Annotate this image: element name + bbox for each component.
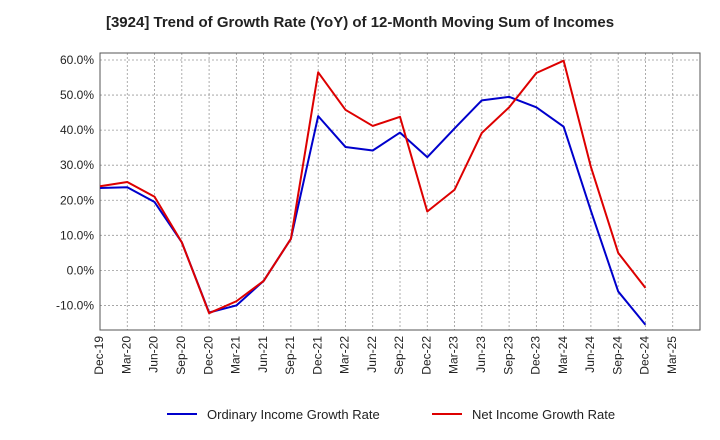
x-tick-label: Mar-23 <box>447 336 461 374</box>
x-tick-label: Mar-25 <box>665 336 679 374</box>
x-tick-label: Sep-24 <box>610 336 624 375</box>
x-tick-label: Sep-20 <box>174 336 188 375</box>
legend: Ordinary Income Growth Rate Net Income Gr… <box>167 407 615 422</box>
x-tick-label: Jun-22 <box>365 336 379 373</box>
y-tick-label: 10.0% <box>60 228 94 242</box>
x-tick-label: Jun-20 <box>147 336 161 373</box>
x-tick-label: Jun-23 <box>474 336 488 373</box>
x-tick-label: Dec-22 <box>419 336 433 375</box>
x-tick-label: Mar-21 <box>229 336 243 374</box>
y-tick-label: 0.0% <box>67 263 95 277</box>
x-tick-label: Mar-22 <box>338 336 352 374</box>
y-tick-label: 40.0% <box>60 123 94 137</box>
y-tick-label: 20.0% <box>60 193 94 207</box>
x-tick-label: Dec-21 <box>310 336 324 375</box>
chart-title: [3924] Trend of Growth Rate (YoY) of 12-… <box>105 14 615 31</box>
series-layer <box>99 59 647 326</box>
x-tick-label: Mar-24 <box>556 336 570 374</box>
x-tick-label: Jun-21 <box>256 336 270 373</box>
x-tick-label: Sep-23 <box>501 336 515 375</box>
x-tick-label: Sep-22 <box>392 336 406 375</box>
x-tick-label: Sep-21 <box>283 336 297 375</box>
x-tick-label: Dec-20 <box>201 336 215 375</box>
x-tick-label: Dec-24 <box>638 336 652 375</box>
plot-frame <box>99 52 701 331</box>
x-tick-label: Dec-23 <box>529 336 543 375</box>
y-tick-label: -10.0% <box>56 298 94 312</box>
grid-layer <box>100 53 700 330</box>
x-tick-label: Jun-24 <box>583 336 597 373</box>
y-tick-label: 50.0% <box>60 88 94 102</box>
y-tick-label: 30.0% <box>60 158 94 172</box>
legend-label-1: Ordinary Income Growth Rate <box>207 407 380 422</box>
x-tick-label: Mar-20 <box>119 336 133 374</box>
axis-layer: 60.0% 50.0% 40.0% 30.0% 20.0% 10.0% 0.0% -10.0%… <box>56 52 701 375</box>
legend-label-2: Net Income Growth Rate <box>472 407 615 422</box>
x-tick-label: Dec-19 <box>92 336 106 375</box>
y-tick-label: 60.0% <box>60 53 94 67</box>
series-line-2 <box>99 59 647 315</box>
